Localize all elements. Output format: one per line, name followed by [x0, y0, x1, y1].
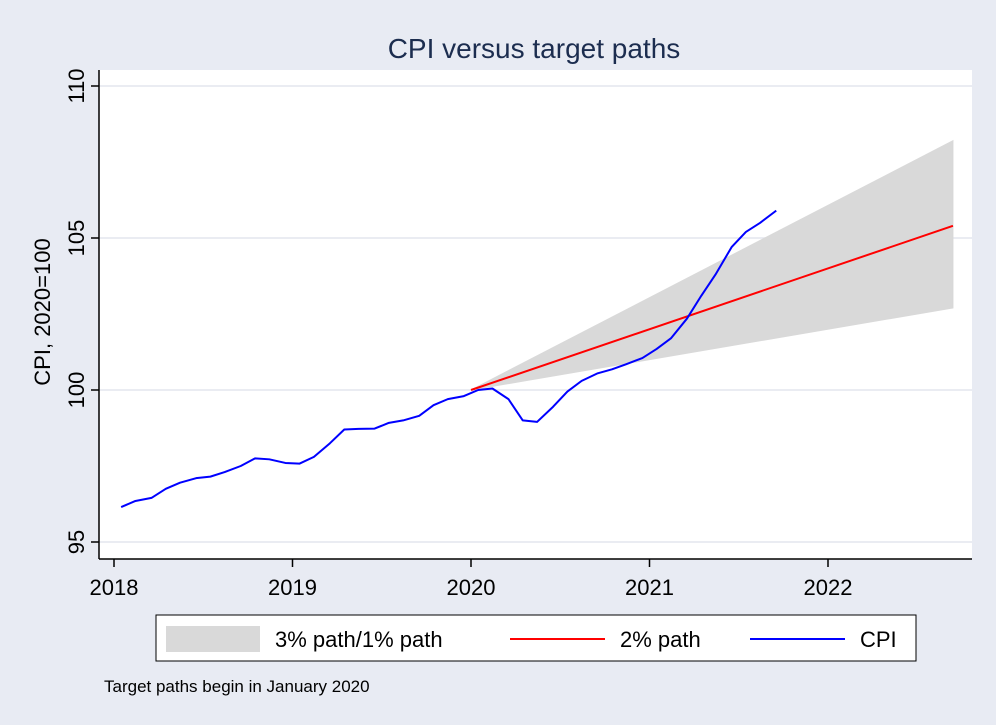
axes [91, 70, 972, 567]
series-line-cpi [120, 209, 777, 508]
y-tick-label-100: 100 [64, 372, 89, 409]
legend-label-cpi: CPI [860, 627, 897, 652]
chart-title: CPI versus target paths [388, 33, 681, 64]
chart-note: Target paths begin in January 2020 [104, 677, 370, 696]
legend-swatch-band [166, 626, 260, 652]
x-tick-label-2019: 2019 [268, 575, 317, 600]
y-axis-label: CPI, 2020=100 [30, 238, 55, 385]
y-tick-label-110: 110 [64, 68, 89, 103]
x-tick-label-2021: 2021 [625, 575, 674, 600]
y-tick-label-105: 105 [64, 220, 89, 257]
x-tick-labels: 2018 2019 2020 2021 2022 [90, 575, 853, 600]
legend: 3% path/1% path 2% path CPI [155, 614, 917, 662]
legend-label-2pct: 2% path [620, 627, 701, 652]
x-tick-label-2020: 2020 [447, 575, 496, 600]
y-tick-label-95: 95 [64, 530, 89, 554]
y-tick-labels: 95 100 105 110 [64, 68, 89, 554]
band-3pct-1pct-path [470, 139, 954, 391]
band-layer [470, 139, 954, 391]
series-line-2-path [470, 224, 954, 391]
x-tick-label-2022: 2022 [804, 575, 853, 600]
legend-label-band: 3% path/1% path [275, 627, 443, 652]
x-tick-label-2018: 2018 [90, 575, 139, 600]
series-layer [120, 209, 954, 508]
